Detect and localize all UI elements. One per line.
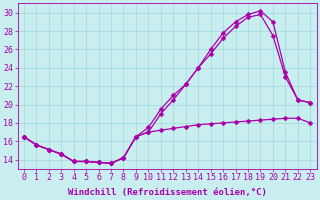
X-axis label: Windchill (Refroidissement éolien,°C): Windchill (Refroidissement éolien,°C) [68, 188, 267, 197]
